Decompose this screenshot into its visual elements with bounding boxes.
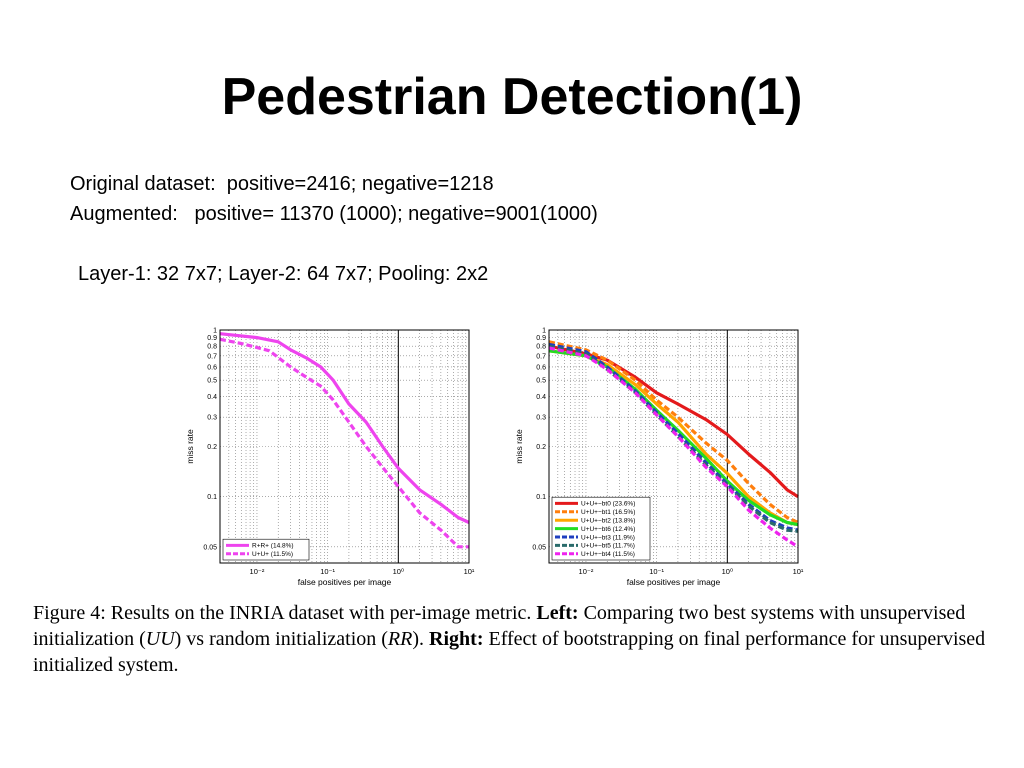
left-chart-y-tick-label: 0.6 xyxy=(207,364,217,371)
left-chart-series-1-line xyxy=(219,332,470,524)
right-chart-legend-entry: U+U+−bt3 (11.9%) xyxy=(581,534,635,541)
augmented-dataset-line: Augmented: positive= 11370 (1000); negat… xyxy=(70,203,598,225)
left-chart-y-tick-label: 0.1 xyxy=(207,494,217,501)
left-chart-x-tick-label: 10⁻¹ xyxy=(320,567,335,576)
layer-config-line: Layer-1: 32 7x7; Layer-2: 64 7x7; Poolin… xyxy=(78,263,489,285)
right-chart-y-tick-label: 1 xyxy=(542,328,546,335)
right-chart-y-tick-label: 0.6 xyxy=(536,364,546,371)
right-chart-y-tick-label: 0.3 xyxy=(536,415,546,422)
right-chart-legend: U+U+−bt0 (23.6%)U+U+−bt1 (16.5%) U+U+−bt2… xyxy=(551,496,651,561)
right-chart-series-5-line xyxy=(548,342,799,532)
caption-uu: UU xyxy=(145,628,175,650)
right-chart-y-tick-label: 0.05 xyxy=(532,544,546,551)
left-chart-legend-entry: R+R+ (14.8%) xyxy=(252,543,294,550)
caption-left-label: Left: xyxy=(536,602,579,624)
right-chart-y-tick-label: 0.1 xyxy=(536,494,546,501)
caption-part-2: Comparing two best systems with unsuperv… xyxy=(33,602,966,650)
left-chart: 10.9 0.8 0.7 0.6 0.5 0.4 0.3 0.2 0.1 0.05 10⁻² 10⁻¹… xyxy=(185,328,475,588)
right-chart-y-tick-label: 0.8 xyxy=(536,344,546,351)
right-chart-legend-entry: U+U+−bt0 (23.6%) xyxy=(581,501,635,508)
left-chart-series-2-line xyxy=(219,337,469,549)
right-chart-series-7-line xyxy=(548,346,799,549)
right-chart-series-2-line xyxy=(548,340,799,524)
left-chart-x-tick-label: 10¹ xyxy=(464,567,475,576)
right-chart: 10.9 0.8 0.7 0.6 0.5 0.4 0.3 0.2 0.1 0.05 10⁻² 10⁻¹… xyxy=(514,328,804,588)
right-chart-y-tick-label: 0.9 xyxy=(536,335,546,342)
right-chart-legend-entry: U+U+−bt4 (11.5%) xyxy=(581,551,635,558)
left-chart-legend-entry: U+U+ (11.5%) xyxy=(252,551,293,558)
right-chart-y-axis-label: miss rate xyxy=(514,429,524,464)
left-chart-y-tick-label: 0.9 xyxy=(207,335,217,342)
right-chart-legend-entry: U+U+−bt6 (12.4%) xyxy=(581,526,635,533)
right-chart-x-tick-label: 10⁰ xyxy=(722,567,733,576)
figure-caption: Figure 4: Results on the INRIA dataset w… xyxy=(33,600,993,678)
left-chart-y-tick-label: 0.8 xyxy=(207,344,217,351)
right-chart-x-tick-label: 10⁻¹ xyxy=(649,567,664,576)
left-chart-y-tick-label: 1 xyxy=(213,328,217,335)
right-chart-y-tick-label: 0.5 xyxy=(536,378,546,385)
left-chart-y-tick-label: 0.3 xyxy=(207,415,217,422)
left-chart-y-tick-label: 0.2 xyxy=(207,444,217,451)
left-chart-y-tick-label: 0.5 xyxy=(207,378,217,385)
caption-part-4: ). xyxy=(412,628,430,650)
right-chart-x-tick-label: 10⁻² xyxy=(579,567,594,576)
right-chart-legend-entry: U+U+−bt2 (13.8%) xyxy=(581,518,635,525)
right-chart-y-tick-label: 0.2 xyxy=(536,444,546,451)
right-chart-legend-entry: U+U+−bt5 (11.7%) xyxy=(581,543,635,550)
caption-figure-label: Figure 4: xyxy=(33,602,106,624)
caption-part-5: Effect of bootstrapping on final perform… xyxy=(33,628,986,676)
left-chart-plot-area xyxy=(220,330,469,563)
right-chart-x-tick-label: 10¹ xyxy=(793,567,804,576)
left-chart-x-axis-label: false positives per image xyxy=(298,577,392,587)
original-dataset-line: Original dataset: positive=2416; negativ… xyxy=(70,173,494,195)
left-chart-x-tick-label: 10⁻² xyxy=(250,567,265,576)
left-chart-legend: R+R+ (14.8%)U+U+ (11.5%) xyxy=(222,538,310,561)
left-chart-x-tick-label: 10⁰ xyxy=(393,567,404,576)
caption-rr: RR xyxy=(387,628,413,650)
left-chart-y-tick-label: 0.05 xyxy=(203,544,217,551)
right-chart-y-tick-label: 0.4 xyxy=(536,394,546,401)
caption-part-1: Results on the INRIA dataset with per-im… xyxy=(105,602,537,624)
left-chart-y-axis-label: miss rate xyxy=(185,429,195,464)
left-chart-y-tick-label: 0.7 xyxy=(207,353,217,360)
left-chart-frame xyxy=(219,329,470,564)
slide-title: Pedestrian Detection(1) xyxy=(221,68,803,126)
right-chart-frame xyxy=(548,329,799,564)
right-chart-legend-entry: U+U+−bt1 (16.5%) xyxy=(581,509,635,516)
left-chart-y-tick-label: 0.4 xyxy=(207,394,217,401)
caption-right-label: Right: xyxy=(429,628,484,650)
right-chart-x-axis-label: false positives per image xyxy=(627,577,721,587)
right-chart-y-tick-label: 0.7 xyxy=(536,353,546,360)
caption-part-3: ) vs random initialization ( xyxy=(174,628,388,650)
